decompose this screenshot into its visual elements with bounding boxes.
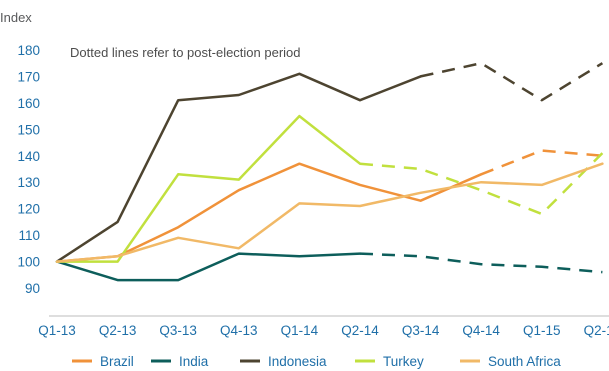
series-line-indonesia [55,72,422,263]
x-tick-label: Q1-15 [523,323,561,338]
series-line-india [55,252,362,282]
y-tick-label: 130 [17,175,40,190]
y-tick-label: 90 [25,281,40,296]
y-axis-ticks: 90 100 110 120 130 140 150 160 170 180 [17,43,40,296]
x-tick-label: Q3-14 [402,323,440,338]
x-tick-label: Q4-13 [220,323,258,338]
series-line-south-africa [55,162,604,263]
y-tick-label: 170 [17,69,40,84]
y-tick-label: 140 [17,149,40,164]
y-tick-label: 150 [17,122,40,137]
legend-label-brazil: Brazil [100,354,134,369]
x-axis-ticks: Q1-13 Q2-13 Q3-13 Q4-13 Q1-14 Q2-14 Q3-14 Q4-14… [38,323,609,338]
series-line-brazil [55,162,483,263]
y-tick-label: 180 [17,43,40,58]
y-tick-label: 110 [18,228,40,243]
legend-label-turkey: Turkey [383,354,424,369]
y-tick-label: 160 [17,96,40,111]
x-tick-label: Q1-14 [281,323,319,338]
legend: Brazil India Indonesia Turkey South Africa [72,354,561,369]
x-tick-label: Q1-13 [38,323,76,338]
series-line-dashed-india [359,252,603,274]
x-tick-label: Q3-13 [159,323,197,338]
series-line-turkey [55,114,362,263]
x-tick-label: Q2-13 [99,323,137,338]
y-tick-label: 100 [17,255,40,270]
legend-label-indonesia: Indonesia [268,354,327,369]
y-axis-label: Index [0,10,32,25]
legend-label-south-africa: South Africa [488,354,561,369]
x-tick-label: Q4-14 [462,323,500,338]
series-lines [55,61,604,282]
x-tick-label: Q2-15 [584,323,609,338]
chart-annotation: Dotted lines refer to post-election peri… [70,45,301,60]
x-tick-label: Q2-14 [341,323,379,338]
legend-label-india: India [179,354,209,369]
y-tick-label: 120 [17,202,40,217]
series-line-dashed-turkey [359,152,604,216]
series-line-dashed-indonesia [420,61,604,102]
